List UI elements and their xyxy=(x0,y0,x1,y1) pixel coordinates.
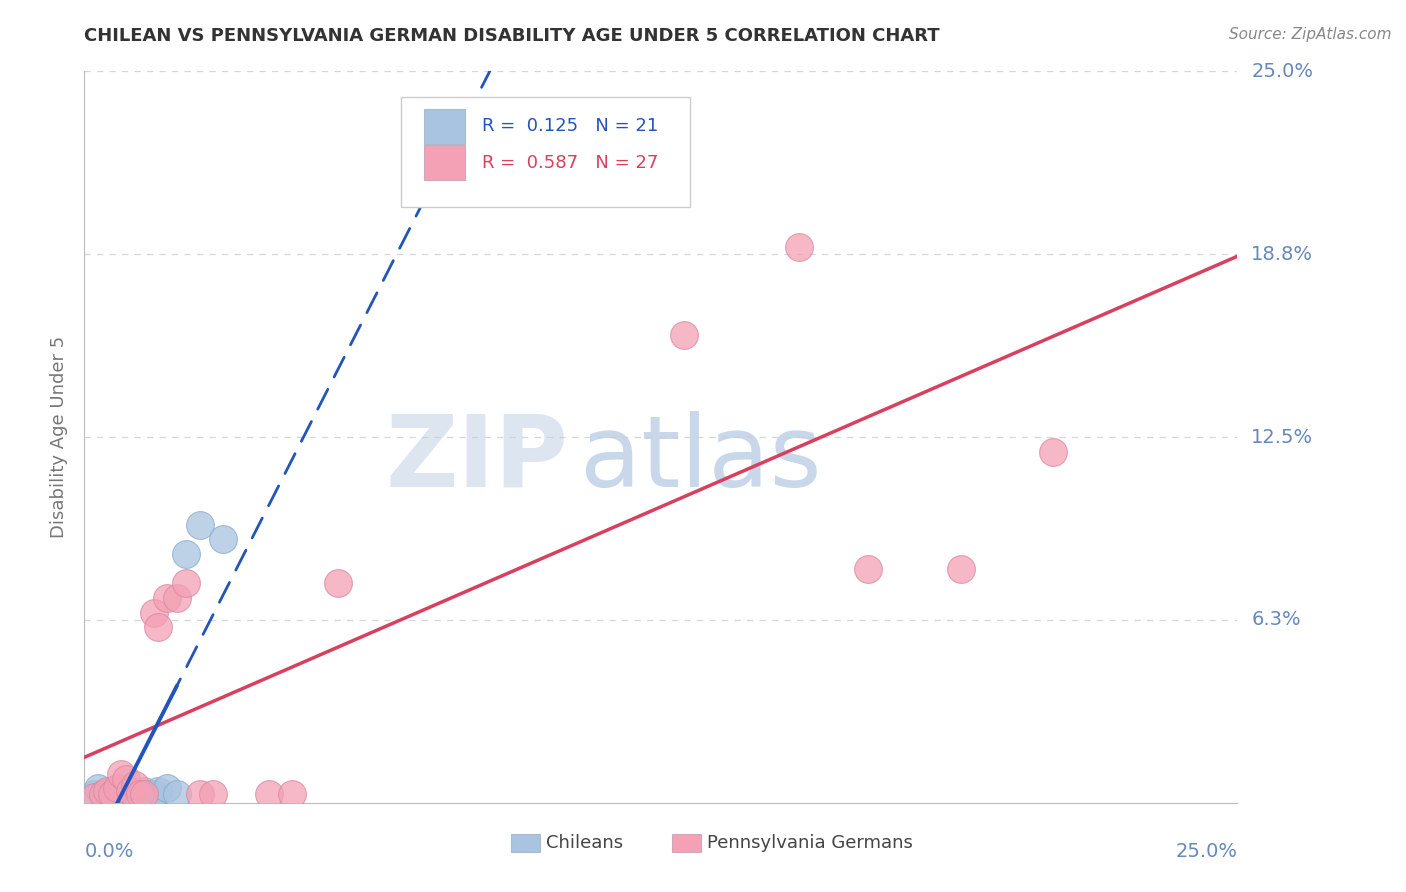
Point xyxy=(120,784,142,798)
Point xyxy=(91,787,114,801)
Point xyxy=(96,784,118,798)
Point xyxy=(83,789,105,804)
FancyBboxPatch shape xyxy=(425,109,465,144)
Point xyxy=(101,787,124,801)
Point xyxy=(156,781,179,796)
Point xyxy=(142,787,165,801)
Text: R =  0.587   N = 27: R = 0.587 N = 27 xyxy=(482,153,658,172)
Text: Chileans: Chileans xyxy=(546,834,623,852)
Point xyxy=(281,787,304,801)
Point xyxy=(91,789,114,804)
Point xyxy=(166,591,188,605)
Point xyxy=(1042,444,1064,458)
Text: 25.0%: 25.0% xyxy=(1251,62,1313,81)
FancyBboxPatch shape xyxy=(672,834,702,852)
Text: 25.0%: 25.0% xyxy=(1175,842,1237,861)
Point xyxy=(534,152,557,166)
Text: 12.5%: 12.5% xyxy=(1251,427,1313,447)
Text: CHILEAN VS PENNSYLVANIA GERMAN DISABILITY AGE UNDER 5 CORRELATION CHART: CHILEAN VS PENNSYLVANIA GERMAN DISABILIT… xyxy=(84,27,941,45)
Point xyxy=(101,784,124,798)
Point xyxy=(115,772,138,787)
Point xyxy=(174,576,197,591)
Text: atlas: atlas xyxy=(581,410,821,508)
Point xyxy=(787,240,810,254)
Text: 18.8%: 18.8% xyxy=(1251,244,1313,264)
Point xyxy=(101,787,124,801)
Text: Pennsylvania Germans: Pennsylvania Germans xyxy=(707,834,912,852)
Point xyxy=(134,787,156,801)
Text: 0.0%: 0.0% xyxy=(84,842,134,861)
Point xyxy=(87,781,110,796)
Point xyxy=(110,766,132,780)
Point xyxy=(257,787,280,801)
Point xyxy=(146,784,169,798)
FancyBboxPatch shape xyxy=(510,834,540,852)
Text: 6.3%: 6.3% xyxy=(1251,610,1301,630)
Point xyxy=(202,787,225,801)
Point xyxy=(128,787,150,801)
Point xyxy=(110,789,132,804)
Point xyxy=(124,778,146,792)
Point xyxy=(146,620,169,634)
FancyBboxPatch shape xyxy=(402,97,690,207)
Point xyxy=(156,591,179,605)
Point xyxy=(949,562,972,576)
Point xyxy=(138,789,160,804)
FancyBboxPatch shape xyxy=(425,145,465,180)
Text: ZIP: ZIP xyxy=(385,410,568,508)
Y-axis label: Disability Age Under 5: Disability Age Under 5 xyxy=(49,336,67,538)
Point xyxy=(188,787,211,801)
Point xyxy=(326,576,349,591)
Point xyxy=(166,787,188,801)
Point xyxy=(672,327,695,342)
Text: Source: ZipAtlas.com: Source: ZipAtlas.com xyxy=(1229,27,1392,42)
Point xyxy=(83,787,105,801)
Point xyxy=(124,787,146,801)
Point xyxy=(120,784,142,798)
Point xyxy=(96,789,118,804)
Point xyxy=(858,562,880,576)
Point xyxy=(142,606,165,620)
Point xyxy=(211,533,233,547)
Point xyxy=(105,781,128,796)
Point xyxy=(188,517,211,532)
Point xyxy=(128,787,150,801)
Point xyxy=(134,784,156,798)
Point xyxy=(174,547,197,561)
Point xyxy=(105,787,128,801)
Point xyxy=(115,787,138,801)
Text: R =  0.125   N = 21: R = 0.125 N = 21 xyxy=(482,117,658,136)
